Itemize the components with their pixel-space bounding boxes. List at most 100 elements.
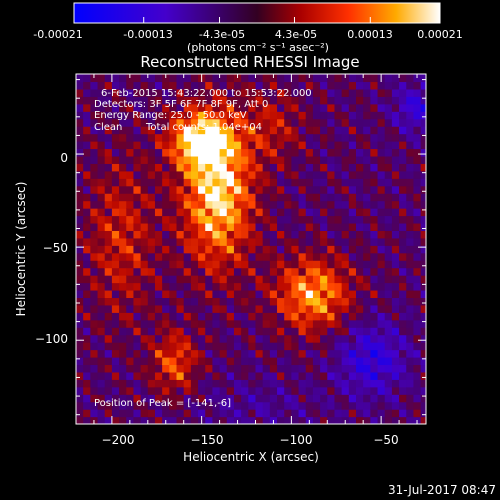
heatmap-cell: [205, 111, 214, 120]
heatmap-cell: [219, 282, 228, 291]
heatmap-cell: [119, 163, 127, 172]
heatmap-cell: [226, 163, 235, 172]
heatmap-cell: [104, 416, 113, 424]
heatmap-cell: [233, 88, 242, 97]
heatmap-cell: [298, 356, 307, 366]
heatmap-cell: [334, 148, 343, 157]
heatmap-cell: [277, 304, 285, 313]
heatmap-cell: [241, 170, 249, 179]
heatmap-cell: [104, 208, 113, 217]
heatmap-cell: [104, 96, 113, 105]
heatmap-cell: [262, 319, 271, 328]
heatmap-cell: [327, 394, 336, 403]
heatmap-cell: [219, 133, 228, 142]
heatmap-cell: [334, 319, 343, 328]
heatmap-cell: [370, 237, 379, 246]
heatmap-cell: [399, 394, 407, 403]
heatmap-cell: [320, 267, 328, 276]
heatmap-cell: [334, 371, 343, 380]
heatmap-cell: [356, 193, 364, 202]
heatmap-cell: [370, 289, 379, 299]
heatmap-cell: [262, 141, 271, 150]
heatmap-cell: [212, 364, 221, 373]
heatmap-cell: [198, 349, 206, 358]
heatmap-cell: [162, 237, 170, 246]
heatmap-cell: [284, 371, 292, 380]
heatmap-cell: [104, 133, 113, 142]
heatmap-cell: [291, 371, 300, 380]
heatmap-cell: [226, 327, 235, 336]
heatmap-cell: [154, 312, 163, 321]
heatmap-cell: [133, 379, 142, 388]
heatmap-cell: [133, 327, 142, 336]
heatmap-cell: [190, 364, 199, 373]
heatmap-cell: [205, 141, 214, 150]
heatmap-cell: [198, 260, 206, 269]
heatmap-cell: [384, 237, 393, 246]
heatmap-cell: [262, 297, 271, 306]
heatmap-cell: [248, 260, 257, 269]
heatmap-cell: [255, 275, 264, 284]
heatmap-cell: [334, 275, 343, 284]
heatmap-cell: [169, 103, 178, 112]
heatmap-cell: [154, 260, 163, 269]
heatmap-cell: [133, 88, 142, 97]
heatmap-cell: [147, 349, 156, 358]
heatmap-cell: [406, 170, 415, 179]
heatmap-cell: [255, 297, 264, 306]
heatmap-cell: [291, 409, 300, 418]
heatmap-cell: [111, 208, 120, 217]
heatmap-cell: [76, 282, 84, 291]
heatmap-cell: [262, 193, 271, 202]
heatmap-cell: [305, 126, 314, 135]
heatmap-cell: [205, 252, 214, 261]
heatmap-cell: [176, 141, 185, 150]
heatmap-cell: [377, 379, 386, 388]
heatmap-cell: [420, 74, 426, 83]
heatmap-cell: [97, 155, 106, 164]
heatmap-cell: [291, 304, 300, 313]
heatmap-cell: [305, 141, 314, 150]
heatmap-cell: [97, 379, 106, 388]
heatmap-cell: [356, 364, 364, 373]
heatmap-cell: [262, 386, 271, 395]
heatmap-cell: [269, 103, 278, 112]
heatmap-cell: [420, 193, 426, 202]
heatmap-cell: [391, 126, 400, 135]
heatmap-cell: [269, 230, 278, 239]
heatmap-cell: [226, 401, 235, 410]
heatmap-cell: [140, 349, 149, 358]
heatmap-cell: [198, 289, 206, 299]
heatmap-cell: [233, 334, 242, 343]
heatmap-cell: [269, 297, 278, 306]
heatmap-cell: [183, 401, 192, 410]
heatmap-cell: [90, 260, 99, 269]
heatmap-cell: [169, 364, 178, 373]
heatmap-cell: [348, 371, 357, 380]
heatmap-cell: [420, 148, 426, 157]
heatmap-cell: [97, 148, 106, 157]
heatmap-cell: [262, 364, 271, 373]
heatmap-cell: [269, 386, 278, 395]
heatmap-cell: [291, 260, 300, 269]
heatmap-cell: [111, 81, 120, 90]
heatmap-cell: [140, 334, 149, 343]
heatmap-cell: [341, 222, 350, 231]
heatmap-cell: [104, 364, 113, 373]
heatmap-cell: [183, 155, 192, 164]
heatmap-cell: [90, 215, 99, 224]
heatmap-cell: [413, 401, 422, 410]
heatmap-cell: [277, 185, 285, 194]
heatmap-cell: [312, 103, 321, 112]
heatmap-cell: [413, 133, 422, 142]
heatmap-cell: [348, 319, 357, 328]
heatmap-cell: [384, 401, 393, 410]
heatmap-cell: [198, 334, 206, 343]
heatmap-cell: [341, 96, 350, 105]
heatmap-cell: [133, 275, 142, 284]
heatmap-cell: [262, 394, 271, 403]
heatmap-cell: [219, 275, 228, 284]
heatmap-cell: [183, 409, 192, 418]
heatmap-cell: [212, 401, 221, 410]
heatmap-cell: [169, 379, 178, 388]
